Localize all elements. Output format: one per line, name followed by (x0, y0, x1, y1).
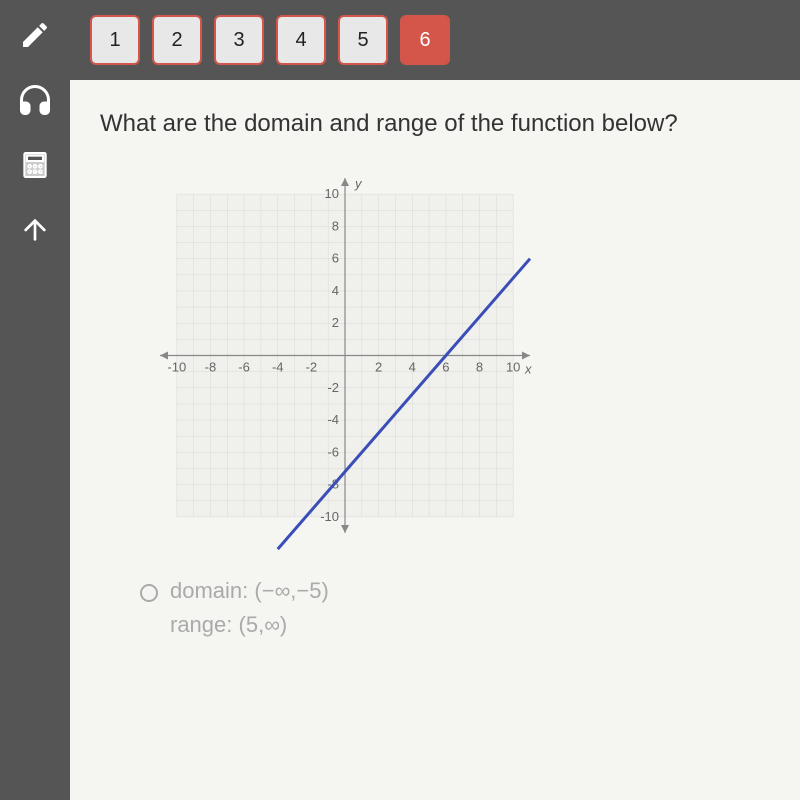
calculator-icon[interactable] (15, 145, 55, 185)
tab-6-label: 6 (402, 17, 448, 63)
tab-2-label: 2 (154, 17, 200, 63)
tab-2[interactable]: 2 (152, 15, 202, 65)
graph-svg: yx-10-8-6-4-2246810-10-8-6-4-2246810 (120, 158, 560, 558)
tab-6[interactable]: 6 (400, 15, 450, 65)
svg-text:-10: -10 (167, 360, 186, 375)
svg-text:10: 10 (325, 186, 339, 201)
left-toolbar (0, 0, 70, 265)
svg-text:-8: -8 (205, 360, 217, 375)
svg-text:-6: -6 (327, 444, 339, 459)
svg-text:8: 8 (476, 360, 483, 375)
svg-text:2: 2 (332, 315, 339, 330)
graph: yx-10-8-6-4-2246810-10-8-6-4-2246810 (120, 158, 560, 558)
answer-option-1[interactable]: domain: (−∞,−5) range: (5,∞) (140, 578, 770, 638)
domain-label: domain: (170, 578, 248, 603)
svg-text:-6: -6 (238, 360, 250, 375)
main-area: 1 2 3 4 5 6 What are the domain and rang… (70, 0, 800, 800)
app-frame: 1 2 3 4 5 6 What are the domain and rang… (0, 0, 800, 800)
answer-section: domain: (−∞,−5) range: (5,∞) (140, 578, 770, 638)
tab-3-label: 3 (216, 17, 262, 63)
tab-3[interactable]: 3 (214, 15, 264, 65)
radio-icon[interactable] (140, 584, 158, 602)
range-label: range: (170, 612, 232, 637)
svg-text:-2: -2 (306, 360, 318, 375)
tab-5-label: 5 (340, 17, 386, 63)
range-value: (5,∞) (239, 612, 288, 637)
content-panel: What are the domain and range of the fun… (70, 80, 800, 800)
svg-text:6: 6 (442, 360, 449, 375)
up-arrow-icon[interactable] (15, 210, 55, 250)
answer-lines: domain: (−∞,−5) range: (5,∞) (170, 578, 329, 638)
range-line: range: (5,∞) (170, 612, 329, 638)
tab-1[interactable]: 1 (90, 15, 140, 65)
svg-text:8: 8 (332, 218, 339, 233)
svg-text:-4: -4 (327, 412, 339, 427)
svg-text:2: 2 (375, 360, 382, 375)
tab-4[interactable]: 4 (276, 15, 326, 65)
tabs-row: 1 2 3 4 5 6 (70, 0, 800, 80)
domain-value: (−∞,−5) (254, 578, 328, 603)
question-text: What are the domain and range of the fun… (100, 110, 770, 138)
svg-text:x: x (524, 362, 532, 377)
svg-text:y: y (354, 176, 363, 191)
svg-text:-4: -4 (272, 360, 284, 375)
domain-line: domain: (−∞,−5) (170, 578, 329, 604)
svg-text:10: 10 (506, 360, 520, 375)
svg-text:-2: -2 (327, 380, 339, 395)
svg-text:6: 6 (332, 251, 339, 266)
svg-text:4: 4 (332, 283, 339, 298)
tab-5[interactable]: 5 (338, 15, 388, 65)
svg-text:4: 4 (409, 360, 416, 375)
tab-1-label: 1 (92, 17, 138, 63)
headphones-icon[interactable] (15, 80, 55, 120)
pen-icon[interactable] (15, 15, 55, 55)
tab-4-label: 4 (278, 17, 324, 63)
svg-text:-10: -10 (320, 509, 339, 524)
